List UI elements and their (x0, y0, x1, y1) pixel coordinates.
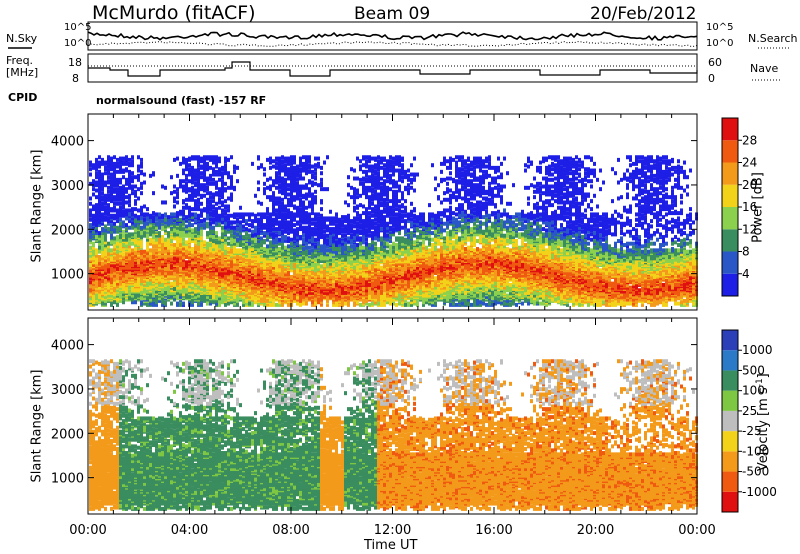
freq-panel-frame (88, 54, 697, 82)
power-colorbar-swatch (722, 118, 738, 140)
power-colorbar-tick-label: 20 (742, 178, 757, 192)
power-colorbar-tick-label: 16 (742, 200, 757, 214)
velocity-colorbar-swatch (722, 330, 738, 350)
nsearch-line (88, 42, 697, 47)
power-colorbar-swatch (722, 229, 738, 251)
power-colorbar-swatch (722, 207, 738, 229)
velocity-colorbar-swatch (722, 411, 738, 431)
x-tick-label: 04:00 (171, 523, 208, 538)
power-colorbar-tick-label: 28 (742, 133, 757, 147)
power-colorbar-swatch (722, 274, 738, 296)
power-colorbar-swatch (722, 252, 738, 274)
velocity-colorbar-swatch (722, 391, 738, 411)
velocity-colorbar-tick-label: -100 (742, 444, 769, 458)
velocity-colorbar-swatch (722, 472, 738, 492)
velocity-colorbar-swatch (722, 451, 738, 471)
x-tick-label: 20:00 (577, 523, 614, 538)
y-tick-label: 4000 (51, 339, 84, 354)
power-colorbar-tick-label: 8 (742, 245, 750, 259)
velocity-colorbar-tick-label: -1000 (742, 485, 777, 499)
velocity-colorbar-tick-label: -25 (742, 424, 762, 438)
power-colorbar-swatch (722, 163, 738, 185)
y-tick-label: 3000 (51, 383, 84, 398)
figure-canvas: 1000 2000 3000 4000 1000 2000 3000 4000 00:00 04:… (0, 0, 800, 554)
y-tick-label: 3000 (51, 179, 84, 194)
velocity-colorbar-tick-label: 100 (742, 384, 765, 398)
nsky-line (88, 32, 697, 40)
freq-line (88, 62, 697, 76)
x-tick-label: 12:00 (374, 523, 411, 538)
velocity-colorbar-tick-label: -500 (742, 465, 769, 479)
x-tick-label: 00:00 (69, 523, 106, 538)
velocity-heatmap-cells (89, 359, 698, 511)
power-colorbar-tick-label: 24 (742, 156, 757, 170)
velocity-colorbar-tick-label: 500 (742, 363, 765, 377)
y-tick-label: 4000 (51, 135, 84, 150)
x-tick-label: 00:00 (678, 523, 715, 538)
power-heatmap-cells (89, 155, 698, 307)
y-tick-label: 1000 (51, 268, 84, 283)
power-colorbar-tick-label: 4 (742, 267, 750, 281)
power-colorbar-swatch (722, 140, 738, 162)
y-tick-label: 2000 (51, 223, 84, 238)
x-tick-label: 16:00 (475, 523, 512, 538)
velocity-colorbar-swatch (722, 431, 738, 451)
velocity-colorbar-swatch (722, 370, 738, 390)
velocity-colorbar-tick-label: 1000 (742, 343, 773, 357)
y-tick-label: 1000 (51, 472, 84, 487)
velocity-colorbar-tick-label: 25 (742, 404, 757, 418)
y-tick-label: 2000 (51, 427, 84, 442)
velocity-colorbar-swatch (722, 350, 738, 370)
power-colorbar-swatch (722, 185, 738, 207)
x-tick-label: 08:00 (272, 523, 309, 538)
power-colorbar-tick-label: 12 (742, 222, 757, 236)
velocity-colorbar-swatch (722, 492, 738, 512)
